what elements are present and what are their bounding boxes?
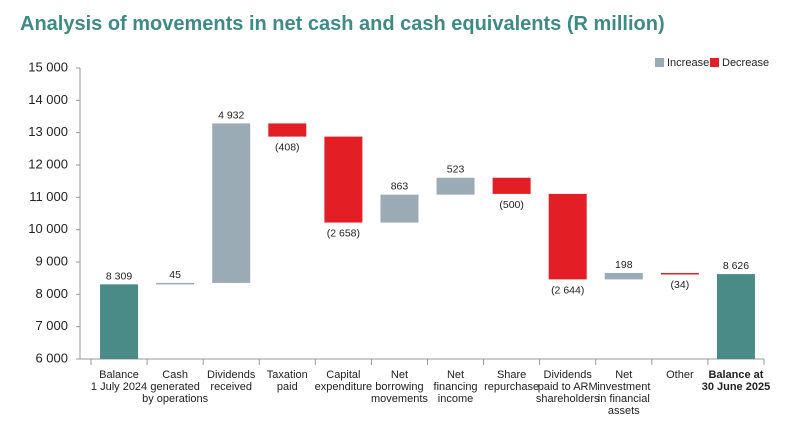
x-tick-label: Net financing income — [434, 369, 478, 405]
x-tick-label: Capital expenditure — [315, 369, 373, 393]
bar — [100, 284, 139, 359]
x-tick-label-line: Balance — [99, 369, 139, 381]
bar — [156, 282, 195, 285]
legend-label: Decrease — [722, 57, 769, 69]
bar — [324, 136, 363, 223]
x-tick-label-line: Net — [447, 369, 464, 381]
bar — [492, 177, 531, 194]
legend-swatch — [655, 58, 664, 67]
x-tick-label-line: investment — [597, 381, 650, 393]
x-tick-label-line: Net — [615, 369, 632, 381]
x-tick-label-line: Balance at — [708, 369, 763, 381]
x-tick-label: Dividends paid to ARM shareholders — [536, 369, 600, 405]
y-tick-label: 15 000 — [28, 59, 68, 74]
x-tick-label-line: financing — [434, 381, 478, 393]
x-tick-label-line: expenditure — [315, 381, 373, 393]
value-label: (2 644) — [551, 284, 584, 296]
x-tick-label-line: Taxation — [267, 369, 308, 381]
x-tick-label-line: movements — [371, 393, 428, 405]
value-label: 8 309 — [106, 270, 132, 282]
x-tick-label-line: Net — [391, 369, 408, 381]
x-tick-label-line: generated — [150, 381, 200, 393]
legend-swatch — [710, 58, 719, 67]
y-tick-label: 10 000 — [28, 221, 68, 236]
x-tick-label-line: repurchase — [484, 381, 539, 393]
x-tick-label: Dividends received — [207, 369, 256, 393]
y-tick-label: 8 000 — [35, 286, 68, 301]
bar — [268, 123, 307, 137]
x-tick-label-line: shareholders — [536, 393, 600, 405]
y-tick-label: 9 000 — [35, 253, 68, 268]
x-tick-label-line: 30 June 2025 — [702, 381, 771, 393]
value-label: 45 — [169, 269, 181, 281]
y-tick-label: 6 000 — [35, 350, 68, 365]
x-tick-label: Other — [666, 369, 694, 381]
x-tick-label: Net investment in financial assets — [597, 369, 650, 417]
value-label: 198 — [615, 259, 633, 271]
y-tick-label: 11 000 — [29, 189, 68, 204]
bar — [604, 272, 643, 280]
x-tick-label-line: Dividends — [544, 369, 593, 381]
x-tick-label-line: paid — [277, 381, 298, 393]
x-tick-label: Share repurchase — [484, 369, 539, 393]
x-tick-label-line: paid to ARM — [538, 381, 598, 393]
bar — [380, 194, 419, 223]
x-tick-label-line: Capital — [326, 369, 360, 381]
value-label: (2 658) — [327, 228, 360, 240]
x-tick-label-line: 1 July 2024 — [91, 381, 147, 393]
y-tick-label: 13 000 — [28, 124, 68, 139]
x-tick-label-line: in financial — [598, 393, 650, 405]
value-label: 4 932 — [218, 109, 244, 121]
x-tick-label: Net borrowing movements — [371, 369, 428, 405]
bar — [548, 193, 587, 280]
bar — [660, 272, 699, 275]
x-tick-label-line: assets — [608, 405, 640, 417]
x-tick-label: Balance 1 July 2024 — [91, 369, 147, 393]
bar — [716, 274, 755, 359]
x-tick-label-line: Share — [497, 369, 526, 381]
x-tick-label-line: income — [438, 393, 473, 405]
x-tick-label-line: Cash — [162, 369, 188, 381]
y-tick-label: 12 000 — [28, 156, 68, 171]
x-tick-label-line: by operations — [142, 393, 209, 405]
y-tick-label: 14 000 — [28, 92, 68, 107]
x-tick-label: Taxation paid — [267, 369, 308, 393]
bar — [212, 123, 251, 283]
chart-title: Analysis of movements in net cash and ca… — [20, 13, 665, 35]
bar — [436, 177, 475, 195]
y-tick-label: 7 000 — [35, 318, 68, 333]
x-tick-label-line: borrowing — [375, 381, 423, 393]
legend-label: Increase — [667, 57, 709, 69]
x-tick-label: Balance at 30 June 2025 — [702, 369, 771, 393]
x-tick-label-line: Dividends — [207, 369, 256, 381]
value-label: (500) — [499, 199, 524, 211]
value-label: (34) — [671, 279, 690, 291]
value-label: 863 — [391, 181, 409, 193]
x-tick-label: Cash generated by operations — [142, 369, 209, 405]
x-tick-label-line: Other — [666, 369, 694, 381]
value-label: (408) — [275, 142, 300, 154]
x-tick-label-line: received — [210, 381, 252, 393]
value-label: 8 626 — [723, 260, 749, 272]
value-label: 523 — [447, 164, 465, 176]
